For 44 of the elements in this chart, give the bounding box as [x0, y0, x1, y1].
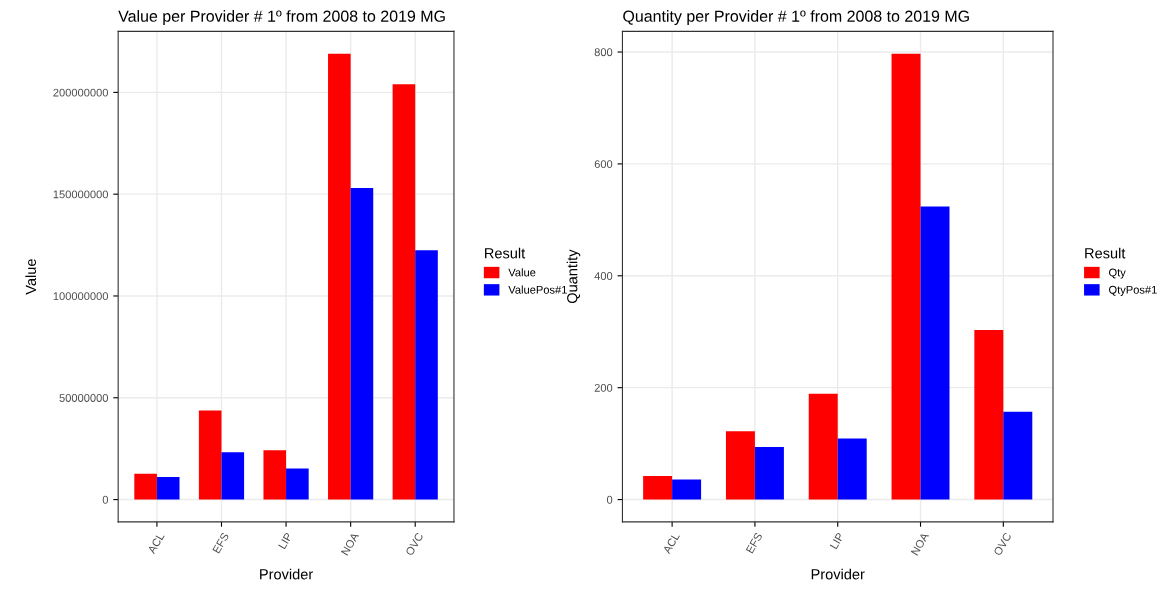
bar	[891, 53, 921, 500]
bar	[328, 53, 351, 500]
x-tick-label: LIP	[829, 532, 845, 550]
bar	[134, 473, 157, 500]
y-axis-title: Quantity	[566, 249, 581, 304]
bar	[672, 479, 702, 500]
y-tick-label: 50000000	[59, 394, 109, 402]
bar	[221, 452, 245, 500]
legend-title: Result	[485, 247, 526, 259]
bar	[920, 206, 950, 500]
bar	[392, 84, 416, 500]
y-tick-label: 150000000	[53, 190, 109, 199]
x-tick-label: LIP	[278, 532, 293, 550]
bar	[286, 468, 309, 500]
legend-label: Qty	[1109, 268, 1126, 279]
bar	[725, 431, 755, 500]
bar	[974, 330, 1004, 500]
chart-title: Value per Provider # 1º from 2008 to 2019 MG	[118, 10, 445, 25]
y-tick-label: 800	[594, 48, 613, 57]
legend-label: Value	[508, 268, 536, 277]
y-tick-label: 100000000	[53, 292, 109, 301]
y-tick-label: 0	[102, 495, 109, 504]
legend-title: Result	[1085, 247, 1126, 259]
bar	[643, 476, 673, 500]
legend-label: ValuePos#1	[508, 285, 567, 294]
y-axis-title: Value	[25, 259, 37, 295]
x-axis-title: Provider	[811, 568, 865, 580]
bar	[808, 393, 838, 500]
bar	[754, 446, 784, 500]
bar	[156, 476, 180, 500]
legend-label: QtyPos#1	[1109, 285, 1157, 296]
bar	[415, 250, 438, 500]
chart-title: Quantity per Provider # 1º from 2008 to 2019 MG	[623, 10, 969, 25]
bar	[198, 410, 222, 500]
bar	[263, 450, 287, 500]
y-tick-label: 600	[594, 160, 613, 169]
y-tick-label: 400	[594, 272, 613, 280]
y-tick-label: 0	[606, 495, 613, 504]
x-axis-title: Provider	[260, 568, 313, 580]
bar	[350, 188, 374, 500]
bar	[1003, 411, 1033, 500]
bar	[837, 438, 867, 500]
y-tick-label: 200000000	[53, 88, 109, 97]
y-tick-label: 200	[594, 383, 613, 392]
